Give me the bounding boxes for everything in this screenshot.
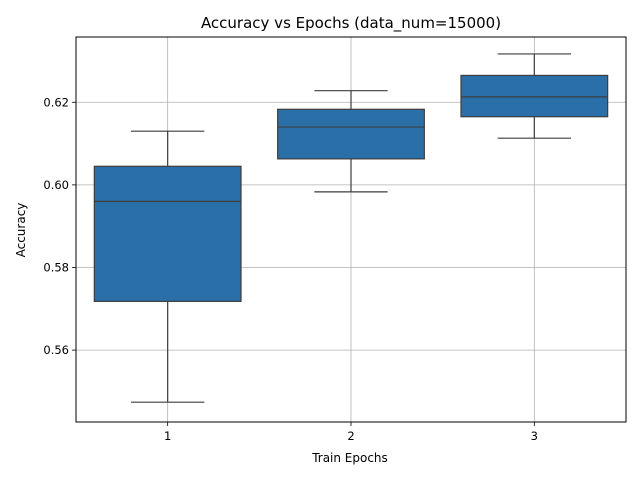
x-tick-label: 2 <box>347 429 354 443</box>
interquartile-box <box>277 108 425 160</box>
box-epoch-1 <box>93 130 242 403</box>
axis-ticks: 0.56 0.58 0.60 0.62 1 2 3 <box>43 95 538 443</box>
y-tick-label: 0.58 <box>43 261 69 275</box>
interquartile-box <box>460 74 609 118</box>
box-series <box>93 53 609 403</box>
y-tick-label: 0.60 <box>43 178 69 192</box>
y-tick-label: 0.62 <box>43 95 69 109</box>
chart-title: Accuracy vs Epochs (data_num=15000) <box>201 14 501 33</box>
x-tick-label: 1 <box>164 429 171 443</box>
y-tick-label: 0.56 <box>43 343 69 357</box>
box-epoch-2 <box>277 90 425 193</box>
y-axis-label: Accuracy <box>14 203 28 258</box>
box-epoch-3 <box>460 53 609 139</box>
interquartile-box <box>93 165 242 302</box>
x-axis-label: Train Epochs <box>311 451 388 465</box>
x-tick-label: 3 <box>531 429 538 443</box>
